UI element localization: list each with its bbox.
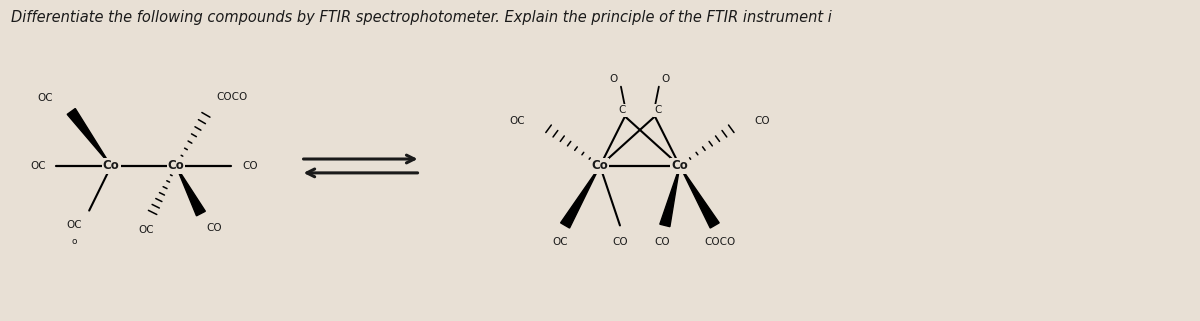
Text: OC: OC (31, 161, 47, 171)
Text: Differentiate the following compounds by FTIR spectrophotometer. Explain the pri: Differentiate the following compounds by… (11, 10, 833, 25)
Text: COCO: COCO (704, 237, 736, 247)
Text: OC: OC (510, 116, 526, 126)
Text: O: O (661, 74, 670, 84)
Text: O: O (610, 74, 618, 84)
Text: OC: OC (138, 225, 154, 235)
Text: COCO: COCO (216, 91, 247, 101)
Text: CO: CO (612, 237, 628, 247)
Polygon shape (67, 108, 112, 166)
Text: CO: CO (206, 223, 222, 233)
Text: Co: Co (672, 160, 688, 172)
Text: CO: CO (654, 237, 670, 247)
Polygon shape (176, 166, 205, 216)
Text: C: C (654, 105, 661, 116)
Polygon shape (680, 166, 719, 228)
Polygon shape (560, 166, 600, 228)
Text: o: o (72, 237, 77, 246)
Text: Co: Co (103, 160, 120, 172)
Text: OC: OC (37, 93, 53, 103)
Text: CO: CO (755, 116, 770, 126)
Text: Co: Co (168, 160, 185, 172)
Text: C: C (618, 105, 625, 116)
Text: OC: OC (66, 221, 82, 230)
Text: Co: Co (592, 160, 608, 172)
Text: CO: CO (242, 161, 258, 171)
Polygon shape (660, 166, 680, 227)
Text: OC: OC (552, 237, 568, 247)
